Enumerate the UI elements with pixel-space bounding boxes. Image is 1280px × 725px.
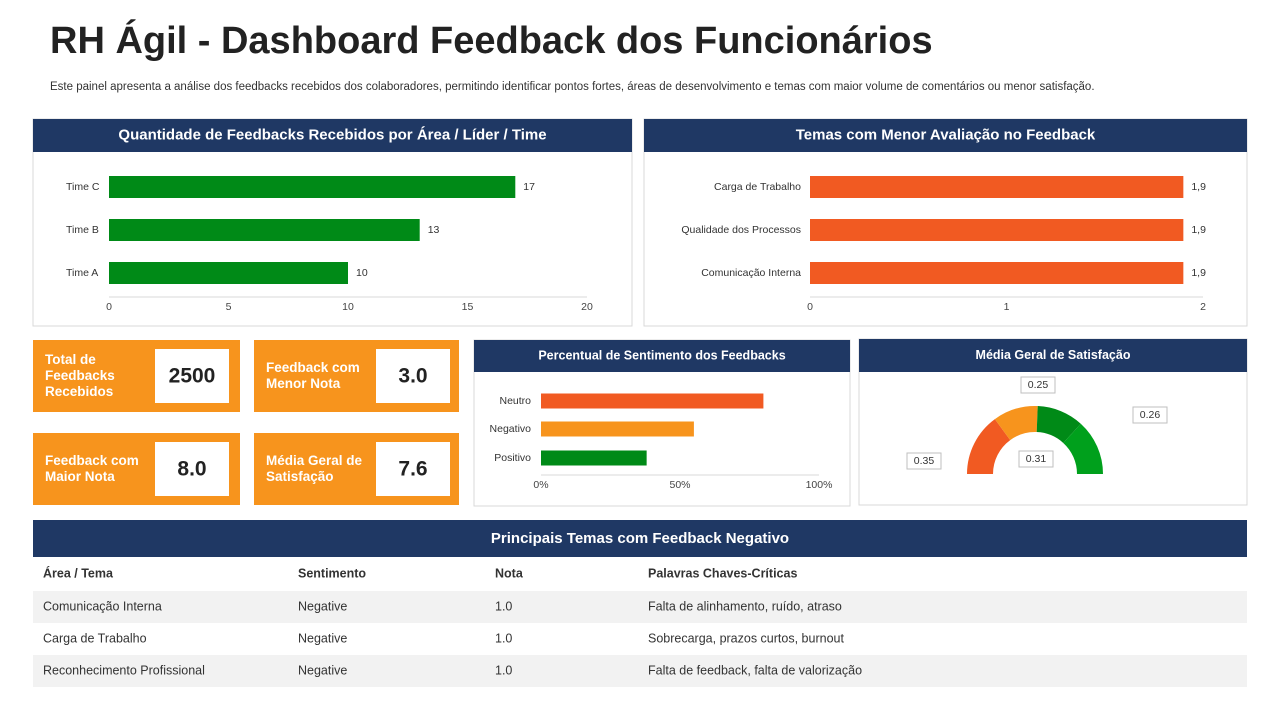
kpi-label-box: Média Geral de Satisfação	[266, 453, 363, 484]
x-tick-label: 0	[807, 301, 813, 313]
row-band	[33, 591, 1247, 623]
panel-header	[859, 339, 1247, 372]
panel-title: Quantidade de Feedbacks Recebidos por Ár…	[118, 126, 546, 143]
bar	[541, 450, 647, 466]
donut-slice	[1063, 423, 1103, 474]
kpi-label: Total de Feedbacks Recebidos	[45, 352, 115, 399]
data-label: 17	[523, 181, 535, 193]
table-cell: Negative	[298, 663, 347, 677]
data-label: 0.35	[914, 455, 935, 467]
table-cell: Reconhecimento Profissional	[43, 663, 205, 677]
bar	[810, 219, 1184, 241]
bar	[810, 176, 1184, 198]
kpi-label-box: Total de Feedbacks Recebidos	[45, 352, 115, 399]
column-header: Nota	[495, 566, 524, 580]
bar	[109, 176, 516, 198]
x-tick-label: 100%	[806, 479, 833, 491]
column-header: Palavras Chaves-Críticas	[648, 566, 797, 580]
kpi-value: 3.0	[398, 365, 427, 388]
kpi-value-box	[376, 349, 450, 403]
donut-slice	[1036, 406, 1081, 443]
x-tick-label: 0	[106, 301, 112, 313]
bar	[109, 262, 348, 284]
data-label: 0.31	[1026, 453, 1047, 465]
bar	[810, 262, 1184, 284]
kpi-value-box	[155, 349, 229, 403]
bar	[541, 393, 764, 409]
panel-header	[644, 119, 1247, 152]
data-label: 13	[428, 224, 440, 236]
label-box	[906, 452, 942, 470]
label-box	[1018, 450, 1054, 468]
data-label: 1,9	[1191, 181, 1206, 193]
subtitle: Este painel apresenta a análise dos feed…	[50, 81, 1095, 93]
kpi-label: Média Geral de Satisfação	[266, 453, 363, 484]
x-tick-label: 15	[462, 301, 474, 313]
data-label: 10	[356, 267, 368, 279]
panel-title: Percentual de Sentimento dos Feedbacks	[538, 348, 785, 362]
data-label: 0.25	[1028, 379, 1049, 391]
table-cell: Negative	[298, 631, 347, 645]
table-header	[33, 520, 1247, 557]
column-header: Sentimento	[298, 566, 366, 580]
label-box	[1132, 406, 1168, 424]
table-cell: 1.0	[495, 631, 512, 645]
data-label: 1,9	[1191, 267, 1206, 279]
data-label: 1,9	[1191, 224, 1206, 236]
kpi-label: Feedback com Menor Nota	[266, 360, 360, 391]
panel-title: Temas com Menor Avaliação no Feedback	[796, 126, 1096, 143]
kpi-value: 8.0	[177, 458, 206, 481]
row-band	[33, 655, 1247, 687]
table-cell: 1.0	[495, 663, 512, 677]
panel-title: Média Geral de Satisfação	[976, 348, 1131, 362]
table-cell: Negative	[298, 599, 347, 613]
bar	[109, 219, 420, 241]
table-cell: 1.0	[495, 599, 512, 613]
bar	[541, 421, 694, 437]
table-cell: Falta de feedback, falta de valorização	[648, 663, 862, 677]
x-tick-label: 0%	[533, 479, 548, 491]
donut-slice	[967, 419, 1011, 474]
y-tick-label: Negativo	[490, 423, 532, 435]
kpi-value-box	[376, 442, 450, 496]
data-label: 0.26	[1140, 409, 1161, 421]
label-box	[1020, 376, 1056, 394]
kpi-value: 7.6	[398, 458, 427, 481]
table-title: Principais Temas com Feedback Negativo	[491, 530, 789, 547]
y-tick-label: Time A	[66, 267, 98, 279]
y-tick-label: Comunicação Interna	[701, 267, 801, 279]
panel-header	[33, 119, 632, 152]
title: RH Ágil - Dashboard Feedback dos Funcion…	[50, 18, 933, 62]
table-cell: Comunicação Interna	[43, 599, 162, 613]
y-tick-label: Positivo	[494, 452, 531, 464]
kpi-value-box	[155, 442, 229, 496]
y-tick-label: Qualidade dos Processos	[681, 224, 801, 236]
table-cell: Sobrecarga, prazos curtos, burnout	[648, 631, 844, 645]
x-tick-label: 5	[226, 301, 232, 313]
panel-header	[474, 340, 850, 372]
donut-slice	[994, 405, 1038, 441]
x-tick-label: 2	[1200, 301, 1206, 313]
kpi-label-box: Feedback com Menor Nota	[266, 360, 360, 391]
table-cell: Carga de Trabalho	[43, 631, 147, 645]
y-tick-label: Time B	[66, 224, 99, 236]
x-tick-label: 10	[342, 301, 354, 313]
kpi-label: Feedback com Maior Nota	[45, 453, 139, 484]
column-header: Área / Tema	[43, 565, 114, 580]
x-tick-label: 20	[581, 301, 593, 313]
x-tick-label: 1	[1004, 301, 1010, 313]
x-tick-label: 50%	[669, 479, 690, 491]
y-tick-label: Carga de Trabalho	[714, 181, 801, 193]
kpi-label-box: Feedback com Maior Nota	[45, 453, 139, 484]
kpi-value: 2500	[169, 365, 216, 388]
y-tick-label: Neutro	[499, 395, 531, 407]
y-tick-label: Time C	[66, 181, 100, 193]
table-cell: Falta de alinhamento, ruído, atraso	[648, 599, 842, 613]
